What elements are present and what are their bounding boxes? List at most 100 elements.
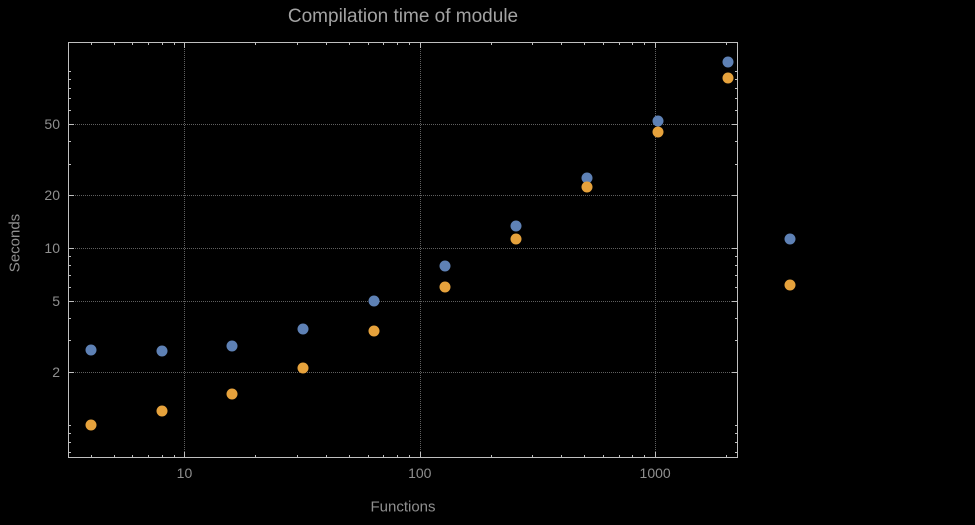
gridline-horizontal [68, 124, 738, 126]
x-tick-mark [326, 42, 328, 45]
data-point-series-2 [156, 405, 168, 417]
y-tick-mark [735, 141, 738, 143]
x-tick-mark [161, 42, 163, 45]
x-tick-mark [113, 455, 115, 458]
y-tick-mark [68, 424, 71, 426]
y-tick-mark [68, 124, 74, 126]
gridline-horizontal [68, 301, 738, 303]
x-tick-mark [296, 42, 298, 45]
data-point-series-2 [368, 325, 380, 337]
y-tick-mark [735, 287, 738, 289]
data-point-series-2 [226, 388, 238, 400]
plot-frame [68, 42, 738, 458]
x-tick-mark [90, 455, 92, 458]
legend-marker-series-1 [784, 233, 796, 245]
legend-marker-series-2 [784, 279, 796, 291]
x-axis-label: Functions [370, 498, 436, 516]
y-tick-mark [68, 247, 74, 249]
x-tick-mark [490, 455, 492, 458]
y-tick-label: 5 [52, 293, 60, 310]
x-tick-mark [618, 42, 620, 45]
y-tick-mark [68, 265, 71, 267]
data-point-series-1 [226, 340, 238, 352]
x-tick-mark [148, 455, 149, 458]
x-tick-mark [255, 455, 257, 458]
y-tick-mark [68, 340, 71, 342]
x-tick-mark [644, 42, 646, 45]
gridline-horizontal [68, 194, 738, 196]
x-tick-mark [132, 42, 134, 45]
data-point-series-1 [368, 295, 380, 307]
gridline-vertical [655, 42, 657, 458]
data-point-series-1 [722, 56, 734, 68]
y-tick-mark [732, 194, 738, 196]
y-tick-mark [735, 88, 738, 90]
x-tick-mark [532, 455, 534, 458]
y-tick-mark [68, 287, 71, 289]
x-tick-mark [409, 455, 411, 458]
x-tick-mark [561, 42, 563, 45]
x-tick-mark [348, 42, 350, 45]
y-tick-mark [735, 163, 738, 165]
data-point-series-1 [85, 344, 97, 356]
y-tick-label: 10 [44, 239, 60, 256]
data-point-series-2 [439, 281, 451, 293]
x-tick-mark [396, 455, 398, 458]
data-point-series-2 [722, 72, 734, 84]
x-tick-mark [655, 452, 657, 458]
x-tick-mark [132, 455, 134, 458]
gridline-vertical [419, 42, 421, 458]
y-tick-mark [68, 98, 71, 100]
x-tick-mark [584, 42, 586, 45]
y-tick-mark [68, 163, 71, 165]
y-tick-mark [68, 79, 71, 81]
x-tick-mark [90, 42, 92, 45]
data-point-series-2 [85, 419, 97, 431]
x-tick-mark [725, 42, 727, 45]
y-tick-label: 20 [44, 186, 60, 203]
y-tick-mark [735, 71, 738, 73]
x-tick-mark [419, 452, 421, 458]
x-tick-mark [409, 42, 411, 45]
y-tick-mark [68, 141, 71, 143]
data-point-series-1 [510, 220, 522, 231]
y-tick-mark [735, 432, 738, 434]
y-tick-mark [68, 371, 74, 373]
x-tick-mark [161, 455, 163, 458]
y-tick-mark [732, 124, 738, 126]
x-tick-mark [296, 455, 298, 458]
y-tick-mark [68, 194, 74, 196]
y-tick-mark [68, 442, 71, 444]
y-tick-label: 50 [44, 116, 60, 133]
x-tick-mark [348, 455, 350, 458]
y-tick-mark [68, 301, 74, 303]
y-tick-label: 2 [52, 363, 60, 380]
y-tick-mark [68, 275, 71, 277]
x-tick-mark [184, 42, 186, 48]
x-tick-mark [173, 455, 175, 458]
x-tick-mark [383, 455, 385, 458]
x-tick-mark [383, 42, 385, 45]
x-tick-mark [644, 455, 646, 458]
x-tick-mark [602, 455, 604, 458]
x-tick-mark [367, 42, 369, 45]
y-tick-mark [68, 110, 71, 112]
x-tick-mark [255, 42, 257, 45]
y-tick-mark [732, 247, 738, 249]
y-tick-mark [735, 340, 738, 342]
x-tick-mark [532, 42, 534, 45]
y-tick-mark [732, 301, 738, 303]
data-point-series-2 [581, 181, 593, 193]
x-tick-mark [490, 42, 492, 45]
x-tick-label: 10 [176, 465, 193, 481]
x-tick-mark [632, 42, 634, 45]
gridline-horizontal [68, 371, 738, 373]
data-point-series-2 [652, 126, 664, 138]
x-tick-mark [561, 455, 563, 458]
x-tick-label: 100 [408, 465, 432, 481]
gridline-vertical [184, 42, 186, 458]
y-tick-mark [68, 256, 71, 258]
chart-title: Compilation time of module [287, 6, 519, 27]
y-tick-mark [68, 452, 71, 454]
